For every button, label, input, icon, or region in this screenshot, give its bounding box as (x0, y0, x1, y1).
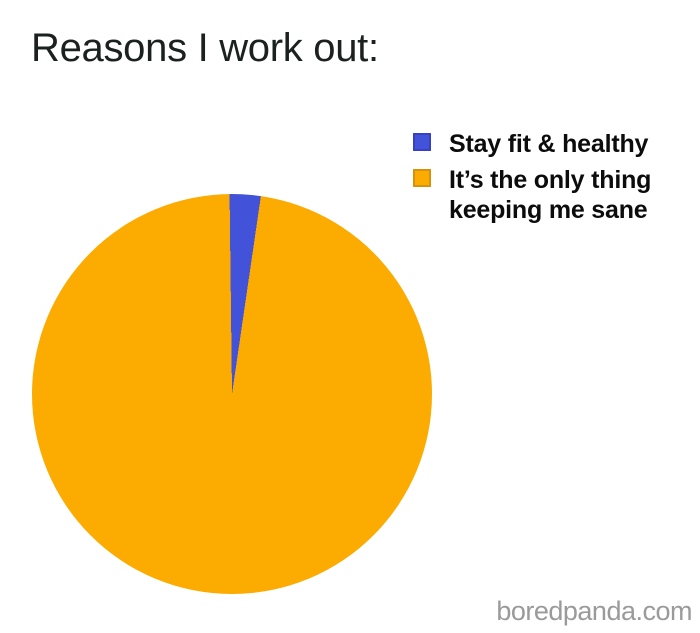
legend-swatch-blue (413, 133, 431, 151)
chart-title: Reasons I work out: (31, 26, 379, 70)
pie-chart (32, 194, 432, 594)
legend: Stay fit & healthy It’s the only thing k… (413, 129, 661, 225)
watermark: boredpanda.com (496, 596, 692, 626)
legend-label: Stay fit & healthy (449, 130, 649, 158)
legend-label: It’s the only thing keeping me sane (449, 166, 652, 224)
legend-item: It’s the only thing keeping me sane (413, 165, 661, 225)
legend-swatch-orange (413, 169, 431, 187)
legend-item: Stay fit & healthy (413, 129, 661, 159)
